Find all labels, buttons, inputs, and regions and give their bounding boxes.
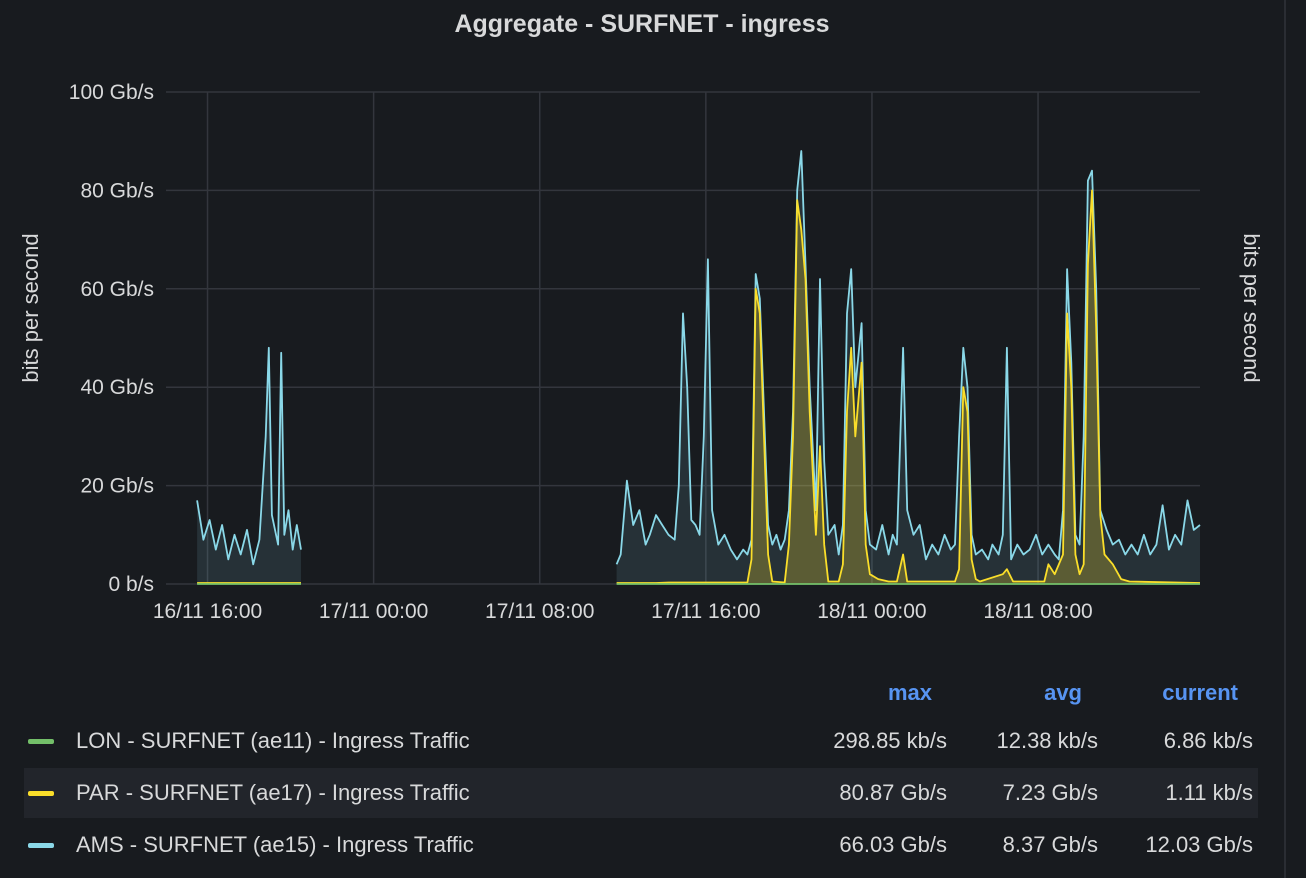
legend-value-max: 298.85 kb/s bbox=[833, 728, 947, 753]
x-tick-label: 18/11 00:00 bbox=[817, 600, 926, 623]
series-line bbox=[615, 150, 1201, 565]
legend-table: max avg current LON - SURFNET (ae11) - I… bbox=[24, 672, 1258, 872]
x-tick-label: 17/11 08:00 bbox=[485, 600, 594, 623]
legend-row-ams[interactable]: AMS - SURFNET (ae15) - Ingress Traffic 6… bbox=[24, 820, 1258, 870]
series-area bbox=[616, 190, 1200, 584]
series-line bbox=[196, 346, 302, 566]
series-color-swatch[interactable] bbox=[28, 739, 54, 744]
series-color-swatch[interactable] bbox=[28, 843, 54, 848]
series-line bbox=[616, 189, 1201, 584]
y-axis-label-right: bits per second bbox=[1239, 233, 1264, 382]
x-tick-label: 17/11 00:00 bbox=[319, 600, 428, 623]
series-color-swatch[interactable] bbox=[28, 791, 54, 796]
y-tick-label: 80 Gb/s bbox=[80, 179, 154, 202]
legend-series-name[interactable]: AMS - SURFNET (ae15) - Ingress Traffic bbox=[76, 832, 474, 857]
legend-value-max: 66.03 Gb/s bbox=[839, 832, 947, 857]
legend-series-name[interactable]: PAR - SURFNET (ae17) - Ingress Traffic bbox=[76, 780, 470, 805]
legend-value-avg: 8.37 Gb/s bbox=[1002, 832, 1098, 857]
legend-value-current: 1.11 kb/s bbox=[1165, 780, 1253, 805]
legend-header: max avg current bbox=[24, 672, 1258, 716]
x-tick-label: 17/11 16:00 bbox=[651, 600, 760, 623]
legend-header-current[interactable]: current bbox=[1162, 680, 1238, 705]
series-area bbox=[197, 347, 301, 584]
legend-series-name[interactable]: LON - SURFNET (ae11) - Ingress Traffic bbox=[76, 728, 470, 753]
x-tick-label: 18/11 08:00 bbox=[983, 600, 1092, 623]
legend-value-avg: 12.38 kb/s bbox=[996, 728, 1098, 753]
y-tick-label: 40 Gb/s bbox=[80, 376, 154, 399]
legend-value-current: 6.86 kb/s bbox=[1163, 728, 1253, 753]
y-axis-label-left: bits per second bbox=[18, 233, 43, 382]
legend-header-max[interactable]: max bbox=[887, 680, 932, 705]
legend-value-max: 80.87 Gb/s bbox=[839, 780, 947, 805]
y-tick-label: 60 Gb/s bbox=[80, 278, 154, 301]
y-tick-label: 100 Gb/s bbox=[69, 81, 154, 104]
x-tick-label: 16/11 16:00 bbox=[153, 600, 262, 623]
legend-row-par[interactable]: PAR - SURFNET (ae17) - Ingress Traffic 8… bbox=[24, 768, 1258, 818]
legend-value-avg: 7.23 Gb/s bbox=[1002, 780, 1098, 805]
legend-row-lon[interactable]: LON - SURFNET (ae11) - Ingress Traffic 2… bbox=[24, 716, 1258, 766]
time-series-chart[interactable]: 0 b/s 20 Gb/s 40 Gb/s 60 Gb/s 80 Gb/s 100 Gb/… bbox=[0, 0, 1284, 650]
legend-header-avg[interactable]: avg bbox=[1044, 680, 1082, 705]
y-tick-label: 20 Gb/s bbox=[80, 475, 154, 498]
series-area bbox=[616, 151, 1200, 584]
legend-value-current: 12.03 Gb/s bbox=[1145, 832, 1253, 857]
y-tick-label: 0 b/s bbox=[108, 573, 154, 596]
panel-title[interactable]: Aggregate - SURFNET - ingress bbox=[454, 10, 830, 38]
